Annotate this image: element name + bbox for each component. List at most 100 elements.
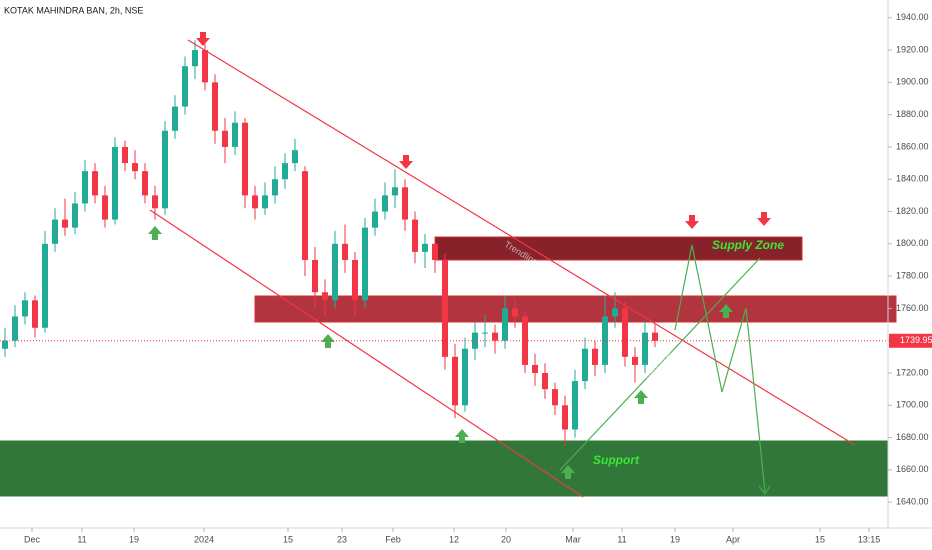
candle-body [432,243,438,260]
candle-body [132,163,138,172]
candle-body [82,171,88,204]
candle-body [262,195,268,209]
x-tick-label: 2024 [194,534,214,544]
candle-body [182,66,188,107]
candle-body [212,82,218,131]
candle-body [342,243,348,260]
x-tick-label: Apr [726,534,740,544]
x-tick-label: 11 [617,534,626,544]
channel-lower [149,209,584,498]
candle-body [2,340,8,349]
trendline [559,257,761,471]
y-tick-label: 1640.00 [896,497,929,507]
x-tick-label: 15 [815,534,825,544]
candle-body [512,308,518,317]
y-tick-label: 1700.00 [896,400,929,410]
x-tick-label: 19 [670,534,680,544]
y-tick-label: 1840.00 [896,174,929,184]
candle-body [372,211,378,228]
x-tick-label: 15 [283,534,293,544]
candle-body [232,122,238,147]
y-tick-label: 1920.00 [896,44,929,54]
x-tick-label: 13:15 [858,534,881,544]
candle-body [442,259,448,357]
candle-body [222,130,228,147]
channel-upper [187,39,856,446]
candle-body [42,243,48,328]
candle-body [362,227,368,301]
candle-body [492,332,498,341]
support-label: Support [593,453,640,467]
candle-body [582,348,588,382]
candle-body [452,356,458,406]
projection [674,244,766,493]
support-zone [0,440,889,497]
candle-body [102,195,108,220]
x-tick-label: 11 [77,534,86,544]
projection-arrowhead [758,485,771,495]
candle-body [332,243,338,301]
candle-body [312,259,318,293]
y-tick-label: 1800.00 [896,238,929,248]
y-tick-label: 1760.00 [896,303,929,313]
candle-body [322,292,328,301]
candle-body [72,203,78,228]
candle-body [142,171,148,196]
candle-body [122,146,128,164]
x-tick-label: Mar [565,534,581,544]
candle-body [622,308,628,357]
x-tick-label: 12 [449,534,459,544]
y-tick-label: 1680.00 [896,432,929,442]
y-tick-label: 1860.00 [896,141,929,151]
candle-body [602,316,608,365]
candle-body [652,332,658,341]
x-tick-label: Feb [385,534,401,544]
candle-body [412,219,418,252]
x-tick-label: 20 [501,534,511,544]
y-tick-label: 1940.00 [896,12,929,22]
candle-body [542,372,548,390]
candle-body [32,300,38,328]
last-price-label: 1739.95 [900,335,932,345]
candle-body [92,171,98,196]
candle-body [642,332,648,365]
candle-body [152,195,158,209]
candle-body [352,259,358,301]
candle-body [202,50,208,83]
candle-body [22,300,28,317]
candle-body [52,219,58,244]
candle-body [382,195,388,212]
candle-body [252,195,258,209]
chart-title: KOTAK MAHINDRA BAN, 2h, NSE [4,5,143,15]
y-tick-label: 1900.00 [896,77,929,87]
candle-body [422,243,428,252]
candle-body [462,348,468,406]
candle-body [572,381,578,430]
x-tick-label: 19 [129,534,139,544]
candle-body [592,348,598,365]
candle-body [162,130,168,209]
candle-body [192,50,198,67]
candle-body [112,146,118,220]
y-tick-label: 1880.00 [896,109,929,119]
supply-label: Supply Zone [712,238,784,252]
y-tick-label: 1820.00 [896,206,929,216]
candle-body [632,356,638,365]
y-tick-label: 1780.00 [896,270,929,280]
candle-body [172,106,178,131]
candle-body [12,316,18,341]
candle-body [292,150,298,164]
x-tick-label: Dec [24,534,41,544]
candle-body [282,163,288,180]
candle-body [242,122,248,196]
down-arrows [196,32,771,229]
candle-body [302,171,308,260]
last-price-box [889,333,932,348]
y-tick-label: 1660.00 [896,464,929,474]
candle-body [402,187,408,220]
y-tick-label: 1720.00 [896,367,929,377]
resistance-zone [254,295,897,323]
candle-body [272,179,278,196]
candle-body [562,405,568,430]
